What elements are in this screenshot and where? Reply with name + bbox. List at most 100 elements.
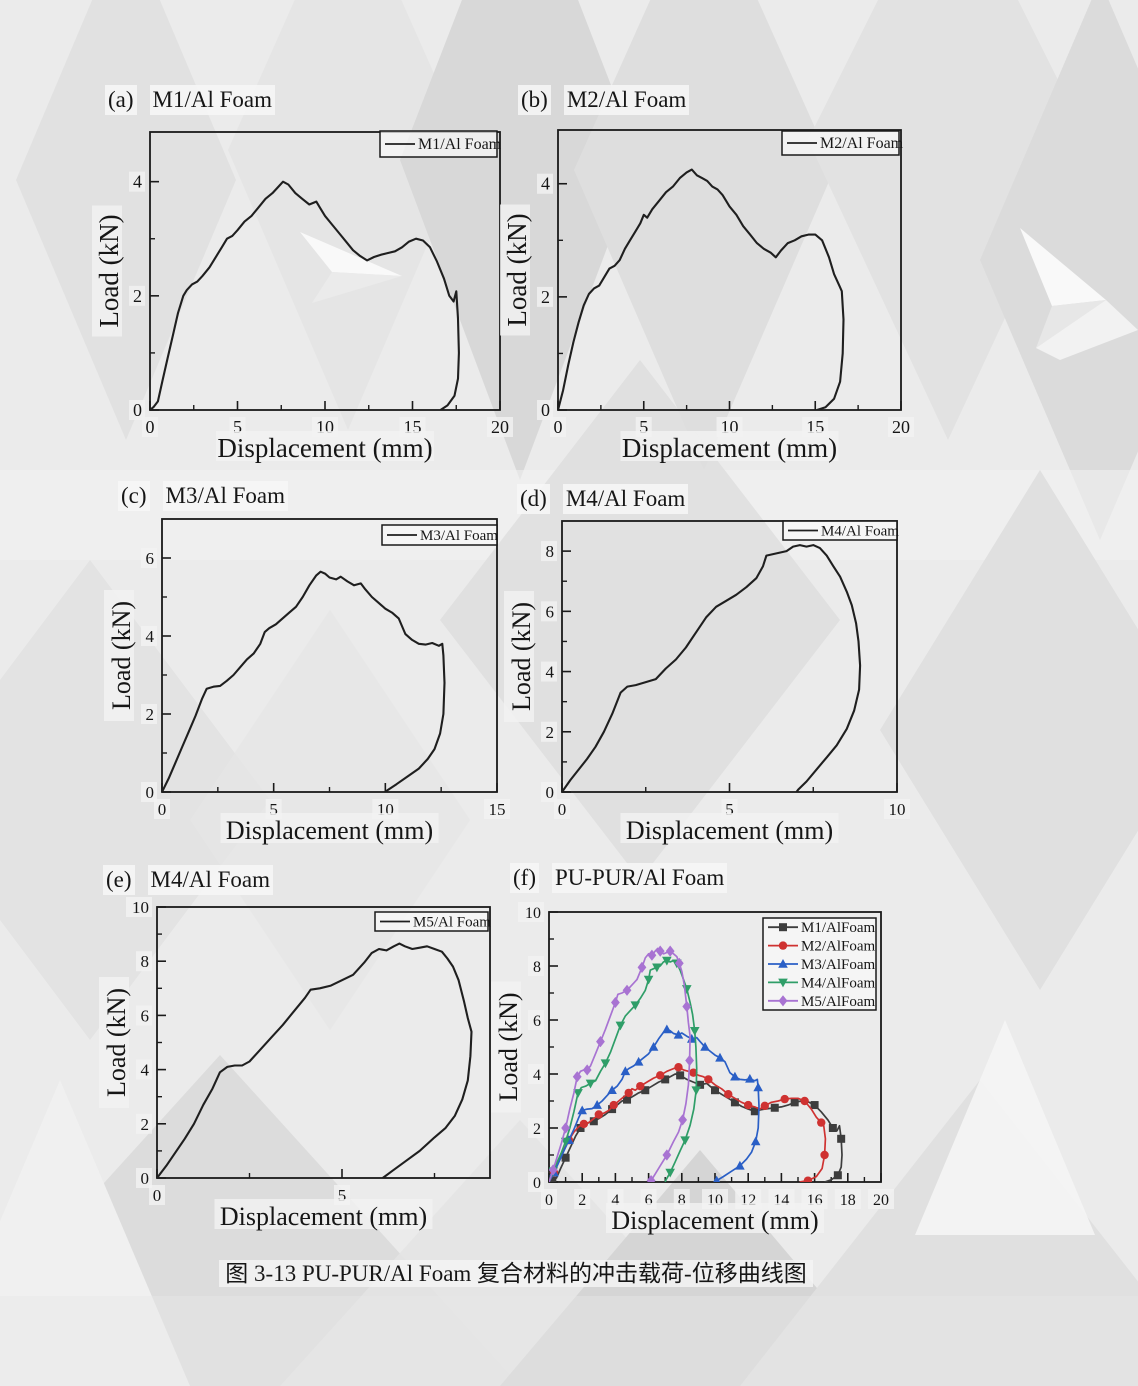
x-axis-label: Displacement (mm) <box>606 1203 824 1235</box>
y-axis: 0 2 4 <box>537 173 567 420</box>
panel-label: (a) <box>105 85 137 115</box>
svg-text:0: 0 <box>541 400 550 420</box>
svg-text:Displacement (mm): Displacement (mm) <box>622 433 837 463</box>
y-axis-label: Load (kN) <box>92 205 124 337</box>
svg-text:Displacement (mm): Displacement (mm) <box>217 433 432 463</box>
panel-label: (b) <box>518 85 551 115</box>
svg-text:8: 8 <box>141 952 150 971</box>
svg-text:Displacement (mm): Displacement (mm) <box>611 1206 818 1235</box>
figure-caption: 图 3-13 PU-PUR/Al Foam 复合材料的冲击载荷-位移曲线图 <box>0 1254 1032 1288</box>
legend: M3/Al Foam <box>381 524 498 546</box>
svg-text:2: 2 <box>578 1192 586 1209</box>
chart-title-text: M4/Al Foam <box>562 484 689 514</box>
svg-text:6: 6 <box>146 549 155 568</box>
series-markers-M5 <box>549 945 695 1182</box>
svg-text:2: 2 <box>546 723 555 742</box>
chart-c-title: (c) M3/Al Foam <box>118 481 289 511</box>
chart-panel-e: (e) M4/Al Foam 0 5 0 2 4 6 8 10 Displacement (mm… <box>70 862 520 1260</box>
legend: M1/Al Foam <box>379 130 502 158</box>
svg-text:0: 0 <box>558 800 567 819</box>
svg-text:0: 0 <box>545 1192 553 1209</box>
svg-text:0: 0 <box>146 417 155 437</box>
svg-text:0: 0 <box>146 783 155 802</box>
x-axis-label: Displacement (mm) <box>220 813 439 845</box>
legend-label: M2/AlFoam <box>801 939 876 955</box>
y-axis: 0 2 4 6 8 10 <box>518 902 558 1192</box>
svg-text:5: 5 <box>725 800 734 819</box>
chart-e-title: (e) M4/Al Foam <box>103 865 274 895</box>
svg-text:8: 8 <box>533 959 541 976</box>
svg-text:6: 6 <box>141 1006 150 1025</box>
series-markers-M2 <box>549 1063 829 1182</box>
svg-text:20: 20 <box>491 417 509 437</box>
svg-text:20: 20 <box>892 417 910 437</box>
panel-label: (c) <box>118 481 150 511</box>
svg-text:Displacement (mm): Displacement (mm) <box>220 1202 427 1231</box>
svg-text:4: 4 <box>541 174 550 194</box>
legend-label: M3/Al Foam <box>420 528 498 544</box>
svg-text:0: 0 <box>554 417 563 437</box>
series-markers-M1 <box>549 1071 846 1182</box>
y-axis-label: Load (kN) <box>504 591 536 722</box>
svg-text:5: 5 <box>639 417 648 437</box>
svg-text:10: 10 <box>525 905 541 922</box>
legend-label: M5/AlFoam <box>801 994 876 1010</box>
svg-text:5: 5 <box>269 800 278 819</box>
svg-text:Load (kN): Load (kN) <box>107 601 136 710</box>
legend-label: M4/AlFoam <box>801 975 876 991</box>
series-group <box>549 945 846 1182</box>
series-group <box>150 180 460 410</box>
series-group <box>558 168 845 410</box>
y-axis: 0 2 4 6 <box>141 548 171 802</box>
x-axis-label: Displacement (mm) <box>620 431 839 463</box>
series-group <box>562 544 862 792</box>
series-markers-M3 <box>549 1024 763 1182</box>
chart-panel-a: (a) M1/Al Foam 0 5 10 15 20 0 2 4 Displacement (… <box>60 85 540 475</box>
svg-text:6: 6 <box>533 1013 541 1030</box>
svg-text:2: 2 <box>146 705 155 724</box>
svg-text:0: 0 <box>153 1186 162 1205</box>
series-group <box>157 942 473 1178</box>
svg-text:2: 2 <box>533 1121 541 1138</box>
svg-text:Displacement (mm): Displacement (mm) <box>626 816 833 845</box>
legend: M5/Al Foam <box>374 911 491 932</box>
chart-a-title: (a) M1/Al Foam <box>105 85 276 115</box>
svg-text:10: 10 <box>132 898 149 917</box>
series-line-M2 <box>558 168 845 410</box>
svg-text:4: 4 <box>533 1067 541 1084</box>
series-line-M3 <box>549 1028 760 1182</box>
svg-text:8: 8 <box>546 542 555 561</box>
series-group <box>162 570 446 792</box>
chart-title-text: M4/Al Foam <box>147 865 274 895</box>
svg-text:18: 18 <box>840 1192 856 1209</box>
svg-text:2: 2 <box>133 286 142 306</box>
svg-text:2: 2 <box>541 287 550 307</box>
svg-text:6: 6 <box>546 602 555 621</box>
svg-text:0: 0 <box>158 800 167 819</box>
panel-label: (e) <box>103 865 135 895</box>
svg-text:Load (kN): Load (kN) <box>494 992 523 1101</box>
legend-label: M3/AlFoam <box>801 957 876 973</box>
y-axis-label: Load (kN) <box>491 981 523 1113</box>
svg-text:15: 15 <box>489 800 506 819</box>
svg-text:2: 2 <box>141 1115 150 1134</box>
series-line-M3 <box>162 570 446 792</box>
y-axis: 0 2 4 6 8 <box>541 541 571 802</box>
panel-label: (f) <box>510 863 539 893</box>
legend-label: M1/AlFoam <box>801 920 876 936</box>
chart-b-title: (b) M2/Al Foam <box>518 85 690 115</box>
svg-text:0: 0 <box>533 1175 541 1192</box>
legend-label: M4/Al Foam <box>821 524 899 540</box>
legend-label: M5/Al Foam <box>413 915 491 931</box>
y-axis-label: Load (kN) <box>500 204 532 336</box>
svg-text:4: 4 <box>133 172 142 192</box>
svg-text:6: 6 <box>645 1192 653 1209</box>
chart-panel-c: (c) M3/Al Foam 0 5 10 15 0 2 4 6 Displacement (m… <box>75 478 535 870</box>
series-line-M1 <box>150 180 460 410</box>
y-axis-label: Load (kN) <box>99 977 131 1108</box>
svg-text:0: 0 <box>546 783 555 802</box>
svg-text:Load (kN): Load (kN) <box>502 213 532 326</box>
